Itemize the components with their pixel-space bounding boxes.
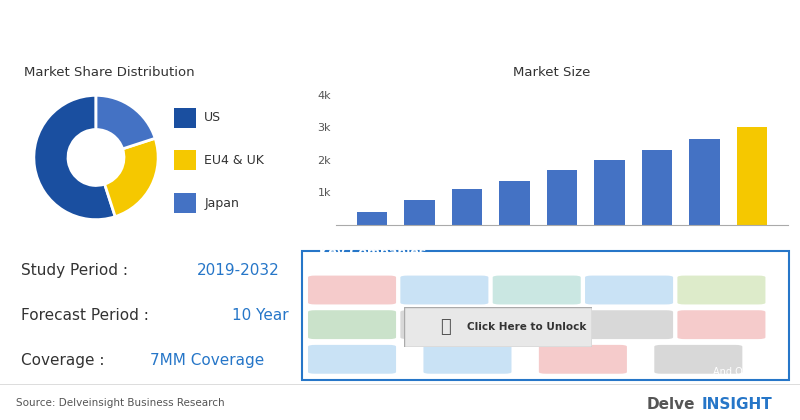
Text: 🔒: 🔒 xyxy=(440,318,450,336)
Bar xyxy=(174,150,195,171)
FancyBboxPatch shape xyxy=(423,345,511,374)
FancyBboxPatch shape xyxy=(308,345,396,374)
FancyBboxPatch shape xyxy=(308,310,396,339)
Bar xyxy=(174,108,195,128)
FancyBboxPatch shape xyxy=(404,307,592,346)
Wedge shape xyxy=(96,95,155,149)
Text: EU4 & UK: EU4 & UK xyxy=(204,154,264,167)
FancyBboxPatch shape xyxy=(493,276,581,304)
FancyBboxPatch shape xyxy=(302,251,789,381)
Text: INSIGHT: INSIGHT xyxy=(702,396,772,412)
Text: Source: Delveinsight Business Research: Source: Delveinsight Business Research xyxy=(16,398,225,408)
Text: And Others...: And Others... xyxy=(713,367,777,377)
FancyBboxPatch shape xyxy=(308,276,396,304)
Text: 2032: 2032 xyxy=(760,250,788,260)
Text: Japan: Japan xyxy=(204,197,239,210)
Text: Forecast Period :: Forecast Period : xyxy=(22,308,154,323)
Text: US: US xyxy=(204,111,222,124)
Bar xyxy=(689,139,720,225)
Text: Coverage :: Coverage : xyxy=(22,353,110,368)
Text: 2019-2032: 2019-2032 xyxy=(197,263,280,278)
Bar xyxy=(642,150,673,225)
Bar xyxy=(174,193,195,213)
Bar xyxy=(357,212,387,225)
Text: 10 Year: 10 Year xyxy=(232,308,289,323)
Bar xyxy=(404,200,435,225)
Text: Market Press Release: Market Press Release xyxy=(267,18,533,42)
FancyBboxPatch shape xyxy=(539,345,627,374)
Bar xyxy=(737,127,767,225)
Wedge shape xyxy=(34,95,115,220)
FancyBboxPatch shape xyxy=(678,276,766,304)
FancyBboxPatch shape xyxy=(585,276,673,304)
Bar xyxy=(546,170,578,225)
Text: (Years): (Years) xyxy=(543,250,581,260)
Text: Market Share Distribution: Market Share Distribution xyxy=(24,66,194,79)
Text: 7MM Coverage: 7MM Coverage xyxy=(150,353,264,368)
FancyBboxPatch shape xyxy=(678,310,766,339)
Text: 2019: 2019 xyxy=(336,250,364,260)
Text: Click Here to Unlock: Click Here to Unlock xyxy=(466,322,586,331)
Bar xyxy=(451,189,482,225)
Bar xyxy=(594,160,625,225)
Text: Market Size: Market Size xyxy=(513,66,590,79)
Bar xyxy=(499,181,530,225)
FancyBboxPatch shape xyxy=(585,310,673,339)
FancyBboxPatch shape xyxy=(654,345,742,374)
Text: Key Companies: Key Companies xyxy=(318,246,426,259)
Wedge shape xyxy=(105,138,158,217)
FancyBboxPatch shape xyxy=(400,310,489,339)
Text: Delve: Delve xyxy=(646,396,695,412)
FancyBboxPatch shape xyxy=(493,310,581,339)
Text: Study Period :: Study Period : xyxy=(22,263,134,278)
FancyBboxPatch shape xyxy=(400,276,489,304)
Bar xyxy=(0,384,800,385)
